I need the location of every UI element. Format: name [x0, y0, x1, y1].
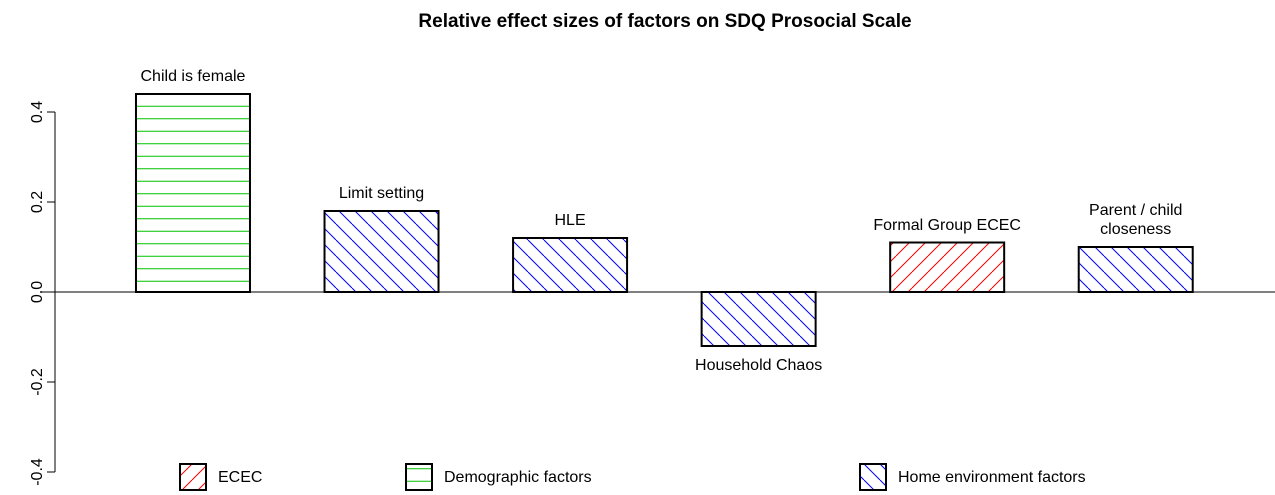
bar [512, 237, 629, 293]
bar [323, 210, 440, 293]
legend-label: ECEC [218, 469, 262, 486]
legend-label: Home environment factors [898, 469, 1086, 486]
bar-label: HLE [554, 212, 586, 229]
bar [1077, 246, 1194, 293]
y-tick-label: -0.4 [29, 458, 46, 486]
y-tick-label: 0.0 [29, 281, 46, 303]
y-tick-label: 0.4 [29, 101, 46, 123]
y-tick-label: -0.2 [29, 368, 46, 396]
bar [700, 291, 817, 347]
bar-label: Household Chaos [695, 357, 823, 374]
legend-label: Demographic factors [444, 469, 592, 486]
bar-label: Parent / child closeness [1089, 202, 1183, 238]
chart-title: Relative effect sizes of factors on SDQ … [418, 11, 911, 32]
bar-label: Formal Group ECEC [873, 216, 1021, 234]
legend-swatch [405, 463, 433, 491]
bar-label: Limit setting [338, 185, 425, 202]
bar [889, 241, 1006, 293]
bar [134, 93, 251, 293]
bar-label: Child is female [140, 68, 246, 85]
legend-swatch [859, 463, 887, 491]
y-tick-label: 0.2 [29, 191, 46, 213]
legend-swatch [179, 463, 207, 491]
